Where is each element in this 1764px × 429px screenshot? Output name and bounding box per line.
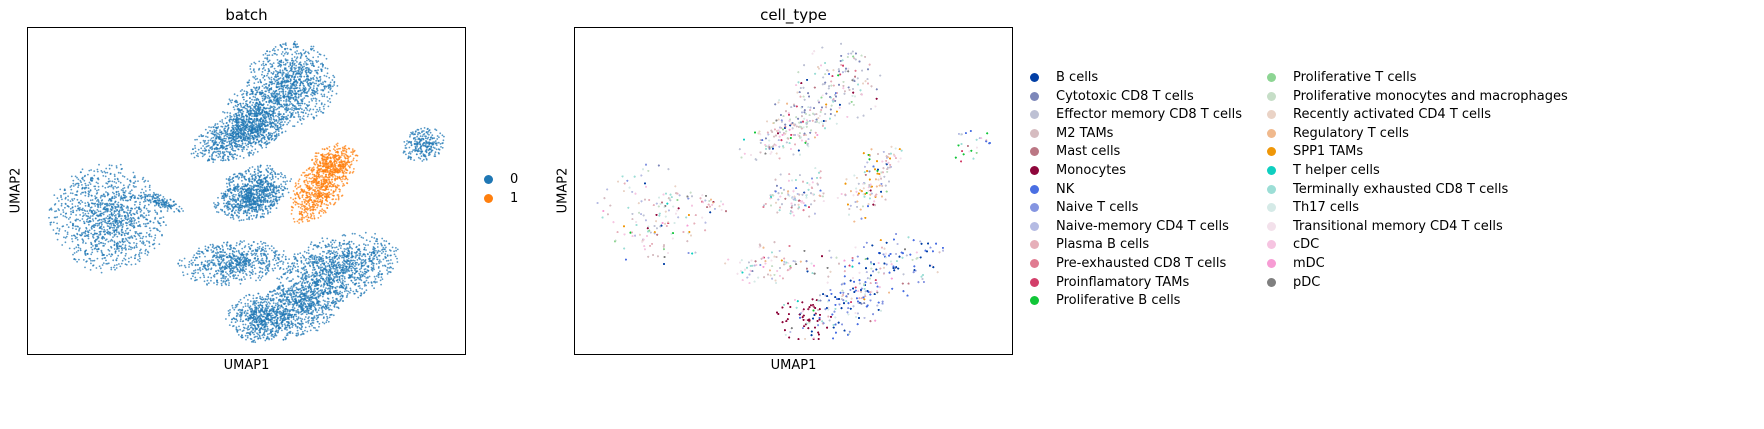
- legend-label: pDC: [1293, 274, 1321, 290]
- legend-marker: [1030, 91, 1039, 101]
- legend-marker: [1030, 240, 1039, 250]
- cell-type-plot-area: [574, 27, 1013, 355]
- legend-item-transitional-memory-cd4-t-cells: Transitional memory CD4 T cells: [1267, 219, 1503, 234]
- legend-label: Transitional memory CD4 T cells: [1293, 218, 1503, 234]
- legend-label: Proliferative monocytes and macrophages: [1293, 88, 1568, 104]
- legend-item-naive-t-cells: Naive T cells: [1030, 200, 1138, 215]
- legend-marker: [1267, 73, 1276, 82]
- legend-label: Monocytes: [1056, 163, 1127, 178]
- legend-item-plasma-b-cells: Plasma B cells: [1030, 237, 1149, 252]
- legend-label: Proinflamatory TAMs: [1056, 274, 1190, 290]
- batch-title: batch: [225, 6, 268, 24]
- legend-marker: [1267, 166, 1276, 175]
- legend-item-mast-cells: Mast cells: [1030, 144, 1120, 159]
- legend-label: Mast cells: [1056, 144, 1121, 160]
- legend-item-spp1-tams: SPP1 TAMs: [1267, 144, 1363, 159]
- legend-marker: [1030, 221, 1039, 231]
- legend-marker: [1030, 184, 1039, 194]
- legend-item-th17-cells: Th17 cells: [1267, 200, 1359, 215]
- legend-marker: [1267, 240, 1276, 250]
- legend-item-1: 1: [484, 191, 518, 206]
- legend-item-mdc: mDC: [1267, 256, 1325, 271]
- legend-item-m2-tams: M2 TAMs: [1030, 126, 1113, 141]
- legend-item-terminally-exhausted-cd8-t-cells: Terminally exhausted CD8 T cells: [1267, 182, 1508, 197]
- legend-label: Plasma B cells: [1056, 237, 1150, 253]
- legend-marker: [1267, 110, 1276, 120]
- legend-marker: [1030, 166, 1039, 175]
- legend-item-regulatory-t-cells: Regulatory T cells: [1267, 126, 1409, 141]
- legend-item-pre-exhausted-cd8-t-cells: Pre-exhausted CD8 T cells: [1030, 256, 1226, 271]
- legend-label: Th17 cells: [1293, 200, 1359, 216]
- legend-marker: [1267, 259, 1276, 268]
- legend-label: Proliferative T cells: [1293, 70, 1417, 85]
- legend-label: mDC: [1293, 256, 1325, 271]
- legend-label: 0: [510, 172, 519, 187]
- legend-label: T helper cells: [1293, 163, 1380, 178]
- legend-marker: [1030, 203, 1039, 213]
- legend-marker: [1030, 73, 1039, 82]
- legend-label: B cells: [1056, 70, 1099, 85]
- cell-type-scatter: [596, 42, 991, 340]
- legend-label: M2 TAMs: [1056, 125, 1114, 141]
- legend-item-effector-memory-cd8-t-cells: Effector memory CD8 T cells: [1030, 107, 1242, 122]
- batch-scatter: [48, 40, 445, 344]
- legend-marker: [1267, 203, 1276, 213]
- batch-y-axis-label: UMAP2: [8, 167, 24, 214]
- legend-marker: [1030, 296, 1039, 306]
- legend-label: NK: [1056, 181, 1075, 197]
- legend-label: SPP1 TAMs: [1293, 144, 1364, 160]
- legend-item-t-helper-cells: T helper cells: [1267, 163, 1380, 178]
- legend-label: Cytotoxic CD8 T cells: [1056, 88, 1194, 104]
- legend-marker: [484, 193, 493, 203]
- legend-item-0: 0: [484, 172, 518, 187]
- cell-type-title: cell_type: [760, 6, 827, 24]
- legend-label: Naive T cells: [1056, 200, 1139, 216]
- legend-label: 1: [510, 190, 519, 206]
- scatter-points: [596, 42, 991, 340]
- legend-label: cDC: [1293, 237, 1320, 253]
- legend-marker: [1030, 128, 1039, 138]
- legend-item-cdc: cDC: [1267, 237, 1319, 252]
- legend-marker: [1030, 147, 1039, 157]
- legend-label: Proliferative B cells: [1056, 293, 1181, 309]
- legend-item-recently-activated-cd4-t-cells: Recently activated CD4 T cells: [1267, 107, 1491, 122]
- legend-label: Recently activated CD4 T cells: [1293, 107, 1492, 123]
- legend-marker: [1030, 110, 1039, 120]
- batch-plot-area: [27, 27, 466, 355]
- legend-item-proliferative-b-cells: Proliferative B cells: [1030, 293, 1180, 308]
- cell-type-x-axis-label: UMAP1: [770, 358, 817, 373]
- legend-item-proliferative-monocytes-and-macrophages: Proliferative monocytes and macrophages: [1267, 89, 1568, 104]
- legend-item-naive-memory-cd4-t-cells: Naive-memory CD4 T cells: [1030, 219, 1229, 234]
- cell-type-y-axis-label: UMAP2: [555, 167, 571, 214]
- scatter-points: [48, 40, 445, 344]
- legend-marker: [1267, 147, 1276, 157]
- batch-x-axis-label: UMAP1: [223, 358, 270, 373]
- legend-label: Pre-exhausted CD8 T cells: [1056, 256, 1227, 271]
- legend-item-nk: NK: [1030, 182, 1074, 197]
- legend-item-proinflamatory-tams: Proinflamatory TAMs: [1030, 275, 1189, 290]
- legend-marker: [1267, 184, 1276, 194]
- legend-item-proliferative-t-cells: Proliferative T cells: [1267, 70, 1416, 85]
- legend-label: Terminally exhausted CD8 T cells: [1293, 181, 1509, 197]
- legend-marker: [484, 175, 493, 184]
- legend-item-monocytes: Monocytes: [1030, 163, 1126, 178]
- legend-item-cytotoxic-cd8-t-cells: Cytotoxic CD8 T cells: [1030, 89, 1194, 104]
- legend-item-b-cells: B cells: [1030, 70, 1098, 85]
- legend-marker: [1030, 259, 1039, 268]
- legend-marker: [1267, 277, 1276, 287]
- legend-label: Regulatory T cells: [1293, 125, 1409, 141]
- legend-label: Naive-memory CD4 T cells: [1056, 218, 1229, 234]
- legend-label: Effector memory CD8 T cells: [1056, 107, 1242, 123]
- legend-item-pdc: pDC: [1267, 275, 1320, 290]
- legend-marker: [1030, 277, 1039, 287]
- legend-marker: [1267, 91, 1276, 101]
- legend-marker: [1267, 221, 1276, 231]
- legend-marker: [1267, 128, 1276, 138]
